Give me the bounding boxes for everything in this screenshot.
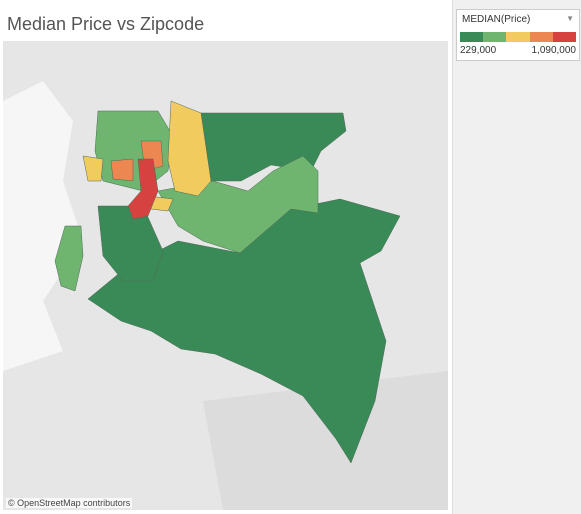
legend-menu[interactable]: ▼ [566, 14, 574, 23]
title: Median Price vs Zipcode [7, 14, 205, 34]
legend: MEDIAN(Price) ▼ 229,000 1,090,000 [456, 9, 580, 61]
legend-title: MEDIAN(Price) [462, 14, 531, 25]
legend-min: 229,000 [460, 45, 497, 56]
side-panel [452, 0, 581, 514]
attribution: © OpenStreetMap contributors [6, 498, 133, 508]
legend-max: 1,090,000 [531, 45, 577, 56]
map[interactable] [3, 41, 448, 510]
legend-color-bar [460, 32, 577, 42]
